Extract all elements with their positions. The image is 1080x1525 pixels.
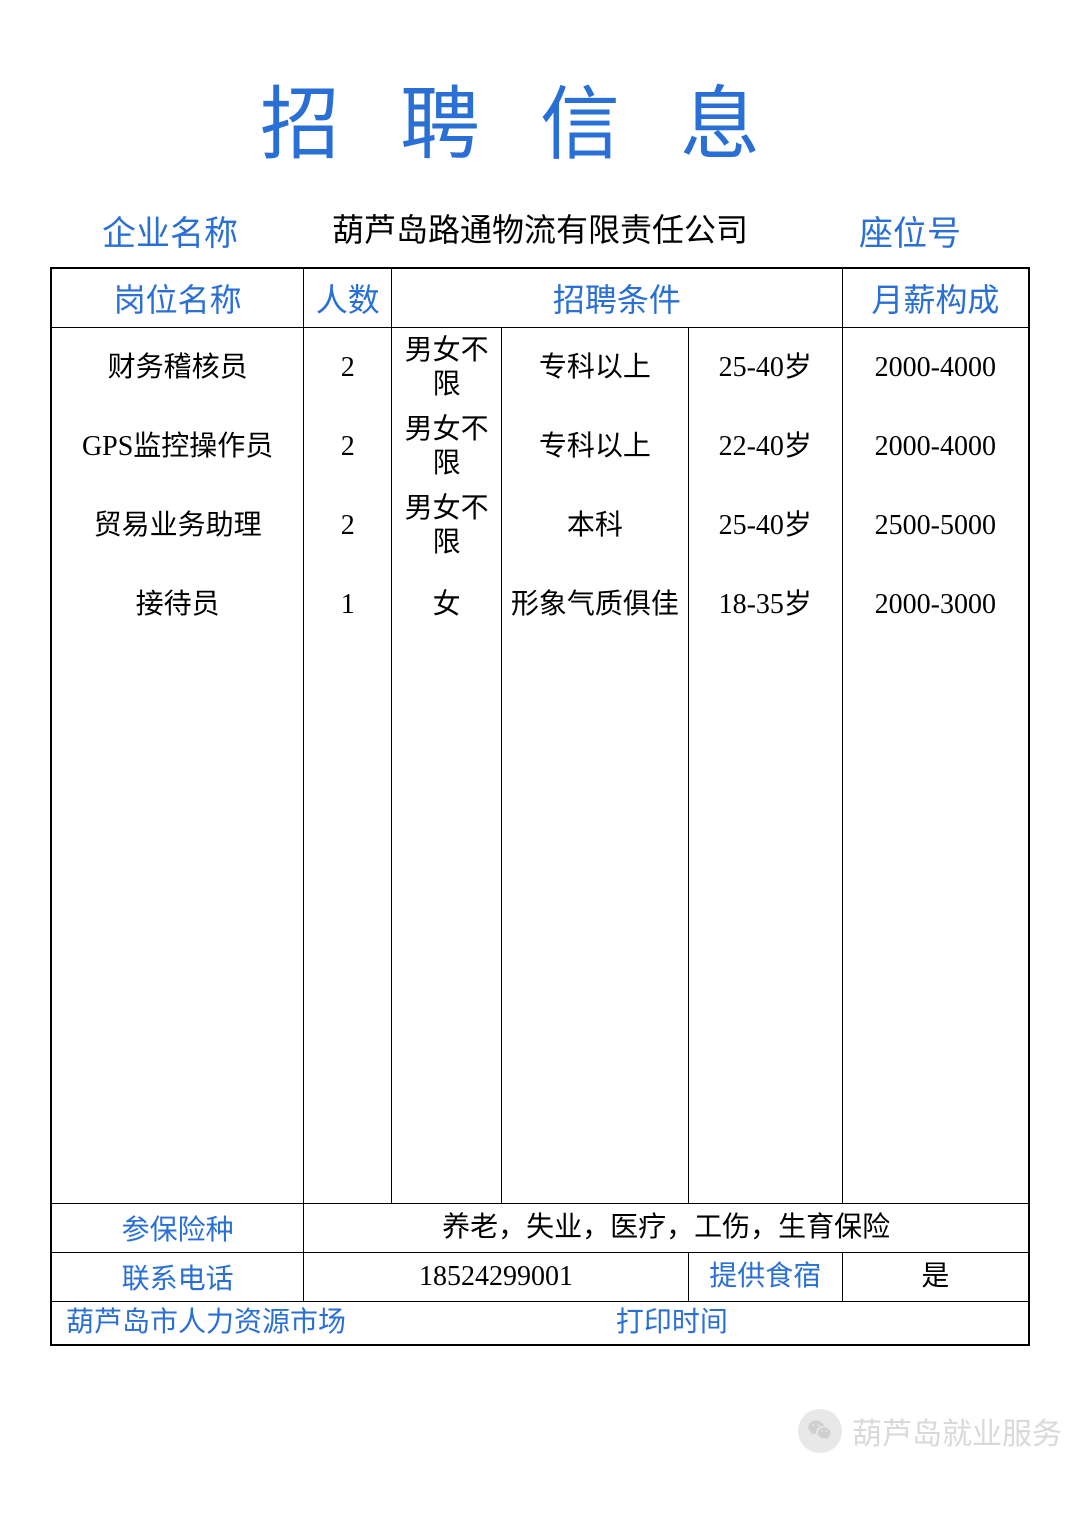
gender-cell: 男女不限 [392, 328, 502, 408]
salary-cell: 2000-4000 [842, 407, 1029, 486]
header-count: 人数 [304, 268, 392, 328]
watermark-text: 葫芦岛就业服务 [852, 1409, 1062, 1453]
count-cell: 2 [304, 407, 392, 486]
phone-label: 联系电话 [51, 1253, 304, 1302]
contact-row: 联系电话 18524299001 提供食宿 是 [51, 1253, 1029, 1302]
gender-cell: 女 [392, 566, 502, 644]
header-salary: 月薪构成 [842, 268, 1029, 328]
table-row: 财务稽核员2男女不限专科以上25-40岁2000-4000 [51, 328, 1029, 408]
table-row: 接待员1女形象气质俱佳18-35岁2000-3000 [51, 566, 1029, 644]
position-cell: 财务稽核员 [51, 328, 304, 408]
count-cell: 2 [304, 486, 392, 565]
wechat-icon [798, 1409, 842, 1453]
count-cell: 1 [304, 566, 392, 644]
lodging-label: 提供食宿 [688, 1253, 842, 1302]
spacer-row [51, 644, 1029, 1204]
edu-cell: 专科以上 [502, 407, 689, 486]
company-name: 葫芦岛路通物流有限责任公司 [270, 210, 810, 252]
insurance-row: 参保险种 养老，失业，医疗，工伤，生育保险 [51, 1204, 1029, 1253]
age-cell: 25-40岁 [688, 486, 842, 565]
page-title: 招聘信息 [50, 60, 1030, 176]
edu-cell: 专科以上 [502, 328, 689, 408]
source-label: 葫芦岛市人力资源市场 [51, 1302, 502, 1345]
seat-label: 座位号 [810, 206, 1010, 255]
print-row: 葫芦岛市人力资源市场 打印时间 [51, 1302, 1029, 1345]
gender-cell: 男女不限 [392, 486, 502, 565]
table-row: GPS监控操作员2男女不限专科以上22-40岁2000-4000 [51, 407, 1029, 486]
position-cell: GPS监控操作员 [51, 407, 304, 486]
edu-cell: 本科 [502, 486, 689, 565]
table-header-row: 岗位名称 人数 招聘条件 月薪构成 [51, 268, 1029, 328]
company-info-row: 企业名称 葫芦岛路通物流有限责任公司 座位号 [50, 206, 1030, 255]
position-cell: 接待员 [51, 566, 304, 644]
header-conditions: 招聘条件 [392, 268, 843, 328]
age-cell: 18-35岁 [688, 566, 842, 644]
company-label: 企业名称 [70, 206, 270, 255]
table-row: 贸易业务助理2男女不限本科25-40岁2500-5000 [51, 486, 1029, 565]
print-value [842, 1302, 1029, 1345]
insurance-value: 养老，失业，医疗，工伤，生育保险 [304, 1204, 1029, 1253]
edu-cell: 形象气质俱佳 [502, 566, 689, 644]
position-cell: 贸易业务助理 [51, 486, 304, 565]
age-cell: 22-40岁 [688, 407, 842, 486]
gender-cell: 男女不限 [392, 407, 502, 486]
watermark: 葫芦岛就业服务 [798, 1409, 1062, 1453]
insurance-label: 参保险种 [51, 1204, 304, 1253]
salary-cell: 2500-5000 [842, 486, 1029, 565]
job-table: 岗位名称 人数 招聘条件 月薪构成 财务稽核员2男女不限专科以上25-40岁20… [50, 267, 1030, 1346]
count-cell: 2 [304, 328, 392, 408]
phone-value: 18524299001 [304, 1253, 689, 1302]
salary-cell: 2000-3000 [842, 566, 1029, 644]
age-cell: 25-40岁 [688, 328, 842, 408]
lodging-value: 是 [842, 1253, 1029, 1302]
salary-cell: 2000-4000 [842, 328, 1029, 408]
header-position: 岗位名称 [51, 268, 304, 328]
print-label: 打印时间 [502, 1302, 843, 1345]
